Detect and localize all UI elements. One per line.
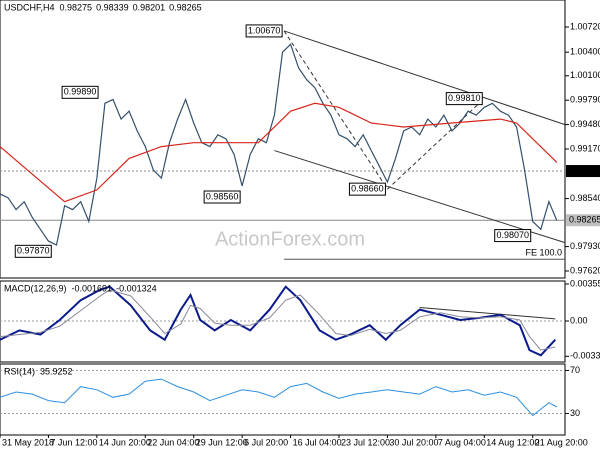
series-line xyxy=(0,43,558,246)
annotation-label: 0.99890 xyxy=(64,87,97,97)
x-tick-label: 22 Jun 04:00 xyxy=(147,437,199,447)
annotation-box xyxy=(348,182,386,196)
annotation-label: 0.98560 xyxy=(206,191,239,201)
price-box xyxy=(566,214,600,227)
x-tick-label: 6 Jul 20:00 xyxy=(244,437,288,447)
x-tick-label: 30 Jul 20:00 xyxy=(389,437,438,447)
readout-value: -0.001691 xyxy=(72,283,113,293)
panel-title: RSI(14) xyxy=(4,366,35,376)
x-tick-label: 23 Jul 12:00 xyxy=(341,437,390,447)
annotation-label: 0.98660 xyxy=(351,184,384,194)
y-tick-label: 1.00100 xyxy=(570,70,600,80)
readout-value: 0.98265 xyxy=(169,2,202,12)
readout-value: 0.98275 xyxy=(60,2,93,12)
x-tick-label: 7 Jun 12:00 xyxy=(50,437,97,447)
y-tick-label: 1.00400 xyxy=(570,47,600,57)
annotation-box xyxy=(494,229,532,243)
price-box-label: 0.98265 xyxy=(569,215,600,225)
annotation-label: 1.00670 xyxy=(248,25,281,35)
series-line xyxy=(0,285,557,357)
annotation-label: 0.98070 xyxy=(496,230,529,240)
watermark: ActionForex.com xyxy=(215,228,365,250)
annotation-label: 0.99810 xyxy=(448,93,481,103)
price-box-label: 0.98890 xyxy=(569,165,600,175)
series-line xyxy=(0,378,558,417)
x-tick-label: 14 Aug 12:00 xyxy=(486,437,539,447)
y-tick-label: -0.003391 xyxy=(570,351,600,361)
x-tick-label: 31 May 2018 xyxy=(2,437,54,447)
y-tick-label: 70 xyxy=(570,365,580,375)
trendline xyxy=(274,150,566,244)
y-tick-label: 0.97930 xyxy=(570,241,600,251)
trendline xyxy=(283,30,566,126)
readout-value: 0.98201 xyxy=(133,2,166,12)
price-box xyxy=(566,165,600,178)
x-tick-label: 14 Jun 20:00 xyxy=(99,437,151,447)
fe-label: FE 100.0 xyxy=(525,248,562,258)
panel-title: MACD(12,26,9) xyxy=(4,283,67,293)
annotation-box xyxy=(245,24,283,38)
y-tick-label: 30 xyxy=(570,408,580,418)
trendline xyxy=(387,98,485,190)
readout-value: 0.98339 xyxy=(96,2,129,12)
annotation-box xyxy=(203,190,241,204)
y-tick-label: 0.98540 xyxy=(570,193,600,203)
trendline xyxy=(419,306,556,320)
annotation-label: 0.97870 xyxy=(17,246,50,256)
series-line xyxy=(0,102,558,203)
panel-title: USDCHF,H4 xyxy=(4,2,55,12)
x-tick-label: 16 Jul 04:00 xyxy=(293,437,342,447)
x-tick-label: 7 Aug 04:00 xyxy=(438,437,486,447)
y-tick-label: 0.99480 xyxy=(570,119,600,129)
x-tick-label: 29 Jun 12:00 xyxy=(196,437,248,447)
annotation-box xyxy=(445,92,483,106)
y-tick-label: 0.97620 xyxy=(570,265,600,275)
y-tick-label: 0.003556 xyxy=(570,278,600,288)
y-tick-label: 1.00720 xyxy=(570,21,600,31)
panel-frame xyxy=(0,363,566,436)
readout-value: -0.001324 xyxy=(116,283,157,293)
annotation-box xyxy=(61,85,99,99)
series-line xyxy=(0,289,556,351)
trendline xyxy=(283,30,388,190)
y-tick-label: 0.99170 xyxy=(570,143,600,153)
x-tick-label: 21 Aug 20:00 xyxy=(535,437,588,447)
annotation-box xyxy=(14,244,52,258)
y-tick-label: 0.99790 xyxy=(570,95,600,105)
panel-frame xyxy=(0,0,566,279)
readout-value: 35.9252 xyxy=(40,366,73,376)
y-tick-label: 0.00 xyxy=(570,315,588,325)
